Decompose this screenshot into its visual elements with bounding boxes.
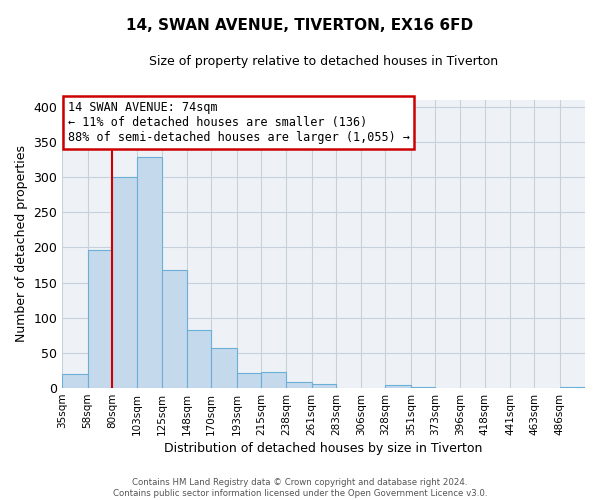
Bar — [88, 250, 112, 388]
Title: Size of property relative to detached houses in Tiverton: Size of property relative to detached ho… — [149, 55, 498, 68]
Bar — [385, 384, 411, 388]
Bar — [261, 372, 286, 388]
Bar — [560, 386, 585, 388]
X-axis label: Distribution of detached houses by size in Tiverton: Distribution of detached houses by size … — [164, 442, 483, 455]
Text: Contains HM Land Registry data © Crown copyright and database right 2024.
Contai: Contains HM Land Registry data © Crown c… — [113, 478, 487, 498]
Bar — [211, 348, 236, 388]
Bar — [112, 177, 137, 388]
Bar — [187, 330, 211, 388]
Bar — [286, 382, 311, 388]
Y-axis label: Number of detached properties: Number of detached properties — [15, 146, 28, 342]
Bar — [311, 384, 336, 388]
Text: 14 SWAN AVENUE: 74sqm
← 11% of detached houses are smaller (136)
88% of semi-det: 14 SWAN AVENUE: 74sqm ← 11% of detached … — [68, 101, 410, 144]
Text: 14, SWAN AVENUE, TIVERTON, EX16 6FD: 14, SWAN AVENUE, TIVERTON, EX16 6FD — [127, 18, 473, 32]
Bar — [236, 374, 261, 388]
Bar — [161, 270, 187, 388]
Bar — [411, 386, 435, 388]
Bar — [62, 374, 88, 388]
Bar — [137, 158, 161, 388]
